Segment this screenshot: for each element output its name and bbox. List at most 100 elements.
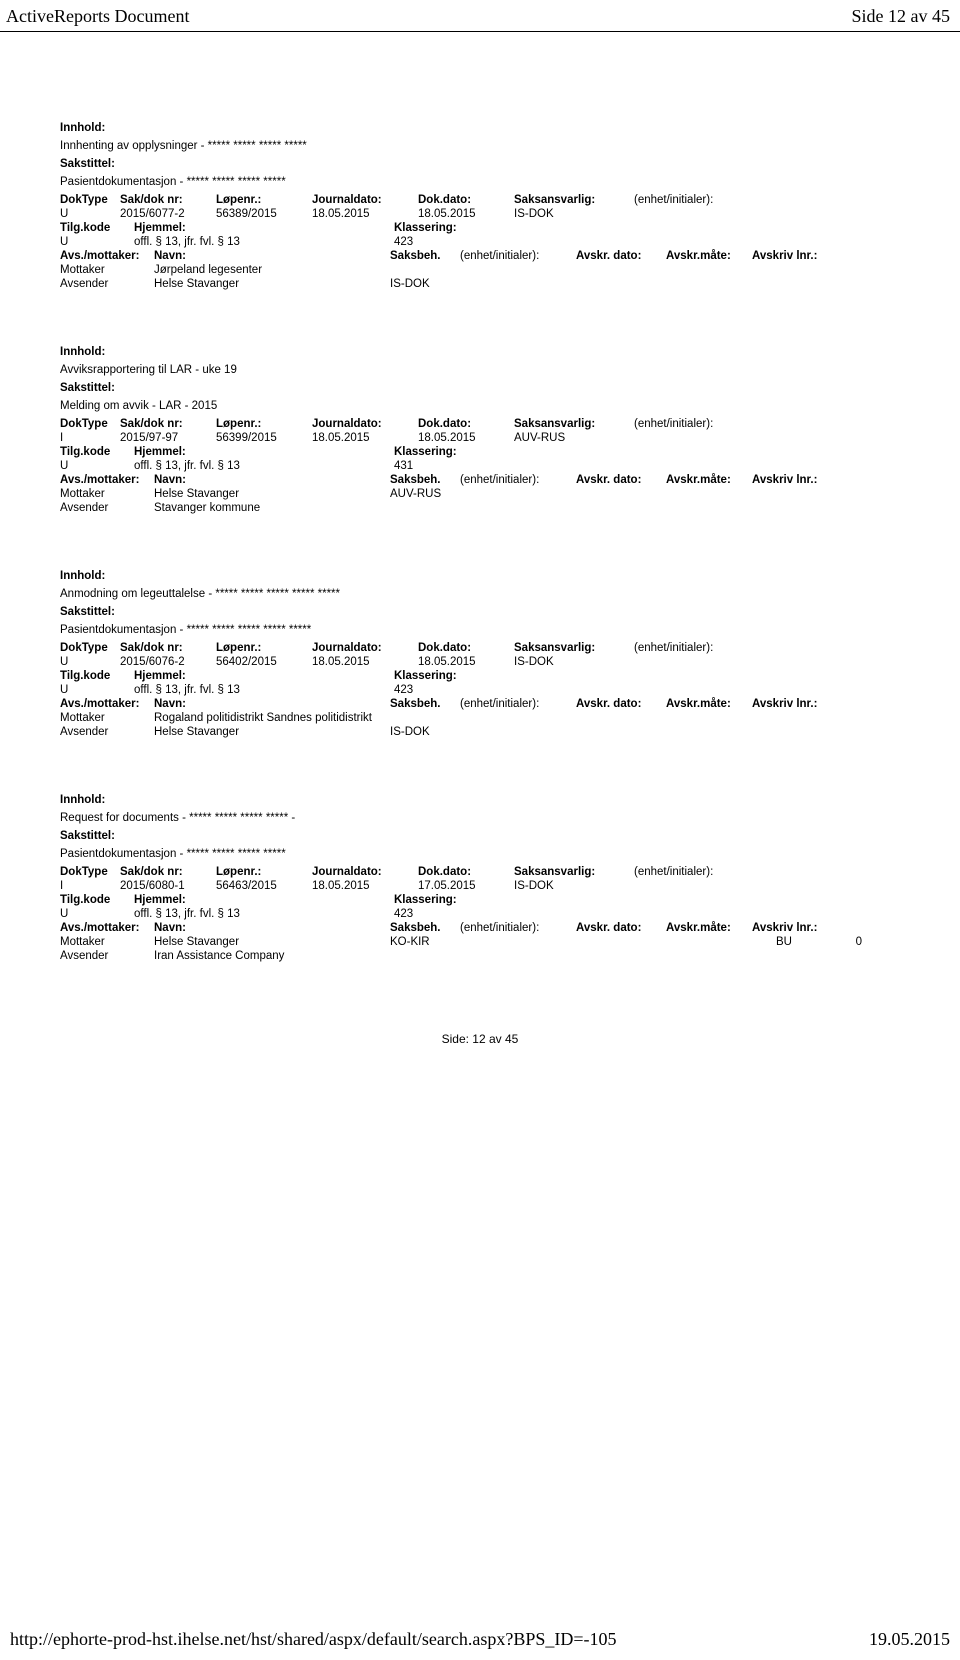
sakdok-label: Sak/dok nr: <box>120 866 216 878</box>
avskrmate-label: Avskr.måte: <box>666 250 752 262</box>
enhet-label: (enhet/initialer): <box>634 866 754 878</box>
content-area: Innhold: Innhenting av opplysninger - **… <box>0 32 960 962</box>
avskrdato-label: Avskr. dato: <box>576 474 666 486</box>
mottaker-role: Mottaker <box>60 264 154 276</box>
saksansv-value: IS-DOK <box>514 208 634 220</box>
tilgkode-value: U <box>60 684 134 696</box>
party-header-row: Avs./mottaker: Navn: Saksbeh. (enhet/ini… <box>60 922 900 934</box>
journal-entry: Innhold: Innhenting av opplysninger - **… <box>60 122 900 290</box>
innhold-value: Request for documents - ***** ***** ****… <box>60 812 900 828</box>
avsender-name: Stavanger kommune <box>154 502 390 514</box>
sakstittel-value: Pasientdokumentasjon - ***** ***** *****… <box>60 848 900 864</box>
sakstittel-value: Melding om avvik - LAR - 2015 <box>60 400 900 416</box>
sakstittel-value: Pasientdokumentasjon - ***** ***** *****… <box>60 176 900 192</box>
avskrmate-label: Avskr.måte: <box>666 698 752 710</box>
sakdok-label: Sak/dok nr: <box>120 642 216 654</box>
tilg-value-row: U offl. § 13, jfr. fvl. § 13 423 <box>60 236 900 248</box>
mottaker-code: KO-KIR <box>390 936 480 948</box>
einit-label: (enhet/initialer): <box>460 698 576 710</box>
avskrdato-label: Avskr. dato: <box>576 250 666 262</box>
hjemmel-label: Hjemmel: <box>134 894 394 906</box>
innhold-label: Innhold: <box>60 346 900 362</box>
saksbeh-label: Saksbeh. <box>390 474 460 486</box>
avskr-lnr: 0 <box>800 936 870 948</box>
print-footer: http://ephorte-prod-hst.ihelse.net/hst/s… <box>0 1629 960 1650</box>
sakdok-value: 2015/97-97 <box>120 432 216 444</box>
journaldato-label: Journaldato: <box>312 418 418 430</box>
sakstittel-label: Sakstittel: <box>60 158 900 174</box>
sakstittel-value: Pasientdokumentasjon - ***** ***** *****… <box>60 624 900 640</box>
saksansv-label: Saksansvarlig: <box>514 866 634 878</box>
mottaker-row: Mottaker Helse Stavanger AUV-RUS <box>60 488 900 500</box>
klassering-label: Klassering: <box>394 446 534 458</box>
doktype-label: DokType <box>60 866 120 878</box>
tilg-value-row: U offl. § 13, jfr. fvl. § 13 423 <box>60 684 900 696</box>
mottaker-name: Helse Stavanger <box>154 936 390 948</box>
mottaker-row: Mottaker Helse Stavanger KO-KIR BU 0 <box>60 936 900 948</box>
doc-title: ActiveReports Document <box>6 6 189 27</box>
mottaker-role: Mottaker <box>60 712 154 724</box>
lopenr-label: Løpenr.: <box>216 418 312 430</box>
doktype-value: I <box>60 880 120 892</box>
innhold-label: Innhold: <box>60 794 900 810</box>
avskr-lnr <box>800 712 870 724</box>
sakstittel-label: Sakstittel: <box>60 830 900 846</box>
sakdok-value: 2015/6080-1 <box>120 880 216 892</box>
navn-label: Navn: <box>154 250 390 262</box>
navn-label: Navn: <box>154 922 390 934</box>
lopenr-value: 56389/2015 <box>216 208 312 220</box>
sakdok-label: Sak/dok nr: <box>120 194 216 206</box>
meta-header-row: DokType Sak/dok nr: Løpenr.: Journaldato… <box>60 866 900 878</box>
avsmot-label: Avs./mottaker: <box>60 922 154 934</box>
sakdok-label: Sak/dok nr: <box>120 418 216 430</box>
avsender-name: Helse Stavanger <box>154 726 390 738</box>
doktype-label: DokType <box>60 642 120 654</box>
doktype-value: I <box>60 432 120 444</box>
tilgkode-label: Tilg.kode <box>60 670 134 682</box>
print-header: ActiveReports Document Side 12 av 45 <box>0 0 960 29</box>
page-indicator: Side 12 av 45 <box>852 6 951 27</box>
avskrivlnr-label: Avskriv lnr.: <box>752 922 832 934</box>
saksansv-label: Saksansvarlig: <box>514 194 634 206</box>
meta-value-row: I 2015/97-97 56399/2015 18.05.2015 18.05… <box>60 432 900 444</box>
avsmot-label: Avs./mottaker: <box>60 698 154 710</box>
saksansv-label: Saksansvarlig: <box>514 642 634 654</box>
avskr-lnr <box>800 488 870 500</box>
dokdato-value: 18.05.2015 <box>418 656 514 668</box>
enhet-label: (enhet/initialer): <box>634 194 754 206</box>
doktype-label: DokType <box>60 418 120 430</box>
meta-header-row: DokType Sak/dok nr: Løpenr.: Journaldato… <box>60 418 900 430</box>
avskrmate-label: Avskr.måte: <box>666 922 752 934</box>
saksbeh-label: Saksbeh. <box>390 922 460 934</box>
klassering-value: 423 <box>394 236 534 248</box>
party-header-row: Avs./mottaker: Navn: Saksbeh. (enhet/ini… <box>60 698 900 710</box>
saksansv-value: IS-DOK <box>514 880 634 892</box>
avskr-bu <box>480 488 800 500</box>
saksansv-label: Saksansvarlig: <box>514 418 634 430</box>
hjemmel-value: offl. § 13, jfr. fvl. § 13 <box>134 460 394 472</box>
sakdok-value: 2015/6076-2 <box>120 656 216 668</box>
avskr-bu: BU <box>480 936 800 948</box>
enhet-label: (enhet/initialer): <box>634 642 754 654</box>
avsender-role: Avsender <box>60 726 154 738</box>
journaldato-value: 18.05.2015 <box>312 432 418 444</box>
klassering-value: 423 <box>394 684 534 696</box>
hjemmel-value: offl. § 13, jfr. fvl. § 13 <box>134 908 394 920</box>
mottaker-code <box>390 264 480 276</box>
saksbeh-label: Saksbeh. <box>390 698 460 710</box>
avskr-lnr <box>800 264 870 276</box>
tilgkode-label: Tilg.kode <box>60 222 134 234</box>
mottaker-name: Helse Stavanger <box>154 488 390 500</box>
tilgkode-value: U <box>60 236 134 248</box>
dokdato-value: 18.05.2015 <box>418 432 514 444</box>
tilg-row: Tilg.kode Hjemmel: Klassering: <box>60 670 900 682</box>
journal-entry: Innhold: Request for documents - ***** *… <box>60 794 900 962</box>
einit-label: (enhet/initialer): <box>460 250 576 262</box>
tilg-value-row: U offl. § 13, jfr. fvl. § 13 431 <box>60 460 900 472</box>
tilg-row: Tilg.kode Hjemmel: Klassering: <box>60 222 900 234</box>
lopenr-label: Løpenr.: <box>216 194 312 206</box>
avskrivlnr-label: Avskriv lnr.: <box>752 474 832 486</box>
journaldato-value: 18.05.2015 <box>312 880 418 892</box>
dokdato-value: 18.05.2015 <box>418 208 514 220</box>
footer-date: 19.05.2015 <box>869 1629 950 1650</box>
